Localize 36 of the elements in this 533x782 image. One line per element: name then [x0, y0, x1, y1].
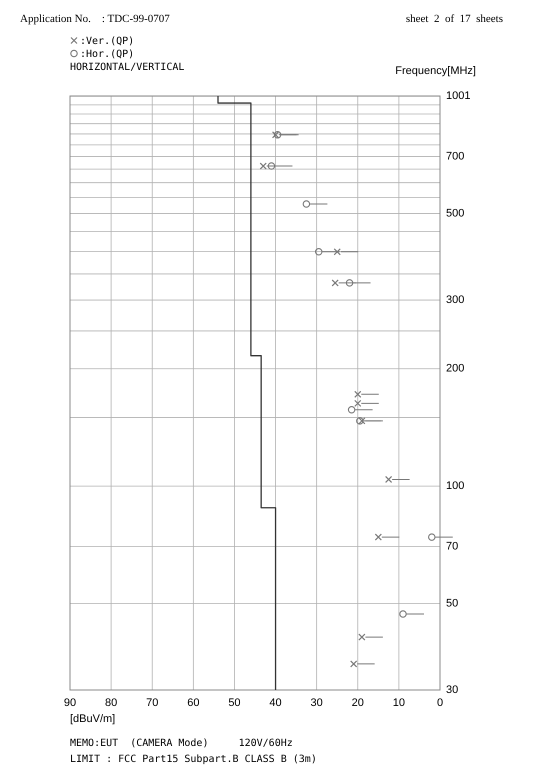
- y-tick-label: 200: [446, 362, 464, 375]
- x-axis-title: [dBuV/m]: [70, 713, 116, 725]
- x-tick-label: 90: [64, 697, 76, 709]
- point: [314, 248, 322, 256]
- y-tick-label: 500: [446, 207, 464, 220]
- y-tick-label: 30: [446, 684, 458, 696]
- x-tick-label: 10: [392, 697, 406, 709]
- point: [346, 279, 354, 287]
- legend-label: :Hor.(QP): [80, 49, 134, 60]
- x-tick-label: 40: [269, 697, 282, 709]
- text: Application No. : TDC-99-0707: [20, 13, 170, 25]
- point: [399, 610, 407, 618]
- x-tick-label: 50: [228, 697, 241, 709]
- point: [428, 533, 436, 541]
- y-tick-label: 300: [446, 294, 464, 306]
- x-tick-label: 60: [187, 697, 200, 709]
- text: MEMO:EUT (CAMERA Mode) 120V/60Hz: [70, 738, 293, 749]
- y-tick-label: 1001: [446, 90, 470, 102]
- legend-title: HORIZONTAL/VERTICAL: [70, 62, 184, 73]
- x-tick-label: 70: [146, 697, 158, 709]
- line-series: [217, 95, 276, 691]
- text: sheet 2 of 17 sheets: [406, 13, 503, 25]
- x-tick-label: 0: [436, 697, 444, 709]
- y-axis-title: Frequency[MHz]: [395, 65, 476, 77]
- y-tick-label: 70: [446, 540, 458, 552]
- y-tick-label: 50: [446, 597, 458, 610]
- point: [348, 406, 356, 414]
- y-tick-label: 700: [446, 150, 464, 162]
- text: LIMIT : FCC Part15 Subpart.B CLASS B (3m): [70, 754, 317, 765]
- x-tick-label: 20: [352, 697, 364, 709]
- point: [302, 200, 310, 208]
- point: [268, 162, 276, 170]
- x-tick-label: 80: [104, 697, 118, 709]
- x-tick-label: 30: [310, 697, 323, 709]
- legend-label: :Ver.(QP): [80, 36, 134, 47]
- y-tick-label: 100: [446, 480, 464, 492]
